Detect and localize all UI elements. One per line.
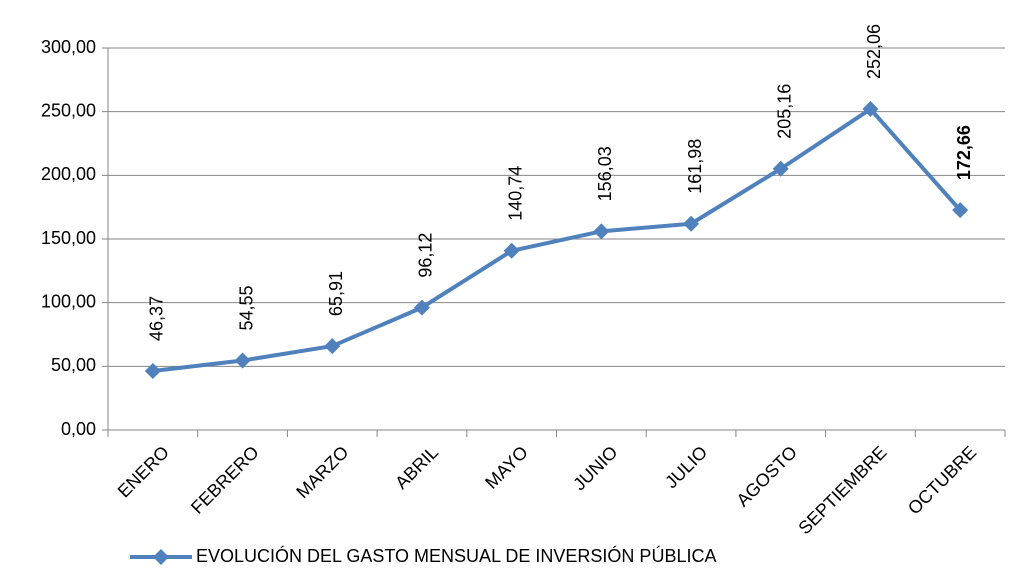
marker bbox=[144, 362, 161, 379]
y-tick-label: 250,00 bbox=[41, 100, 96, 120]
y-tick-label: 50,00 bbox=[51, 355, 96, 375]
y-tick-label: 100,00 bbox=[41, 291, 96, 311]
x-tick-label: ENERO bbox=[114, 442, 173, 501]
marker bbox=[503, 242, 520, 259]
y-tick-label: 200,00 bbox=[41, 164, 96, 184]
x-tick-label: MARZO bbox=[292, 442, 352, 502]
x-tick-label: AGOSTO bbox=[733, 442, 801, 510]
data-label: 252,06 bbox=[864, 24, 884, 79]
marker bbox=[593, 223, 610, 240]
data-label: 96,12 bbox=[416, 233, 436, 278]
x-tick-label: JUNIO bbox=[569, 442, 621, 494]
marker bbox=[952, 202, 969, 219]
data-label: 205,16 bbox=[775, 84, 795, 139]
data-label: 172,66 bbox=[954, 125, 974, 180]
x-tick-label: SEPTIEMBRE bbox=[794, 442, 890, 538]
x-tick-label: ABRIL bbox=[391, 442, 442, 493]
marker bbox=[862, 101, 879, 118]
data-label: 46,37 bbox=[147, 296, 167, 341]
x-tick-label: MAYO bbox=[481, 442, 532, 493]
data-label: 161,98 bbox=[685, 139, 705, 194]
x-tick-label: FEBRERO bbox=[187, 442, 263, 518]
x-tick-label: JULIO bbox=[661, 442, 711, 492]
marker bbox=[413, 299, 430, 316]
marker bbox=[234, 352, 251, 369]
marker bbox=[324, 338, 341, 355]
marker bbox=[683, 215, 700, 232]
data-label: 54,55 bbox=[236, 285, 256, 330]
legend-marker bbox=[153, 549, 169, 565]
x-tick-label: OCTUBRE bbox=[904, 442, 980, 518]
y-tick-label: 300,00 bbox=[41, 37, 96, 57]
data-label: 156,03 bbox=[595, 146, 615, 201]
legend-label: EVOLUCIÓN DEL GASTO MENSUAL DE INVERSIÓN… bbox=[196, 545, 716, 566]
y-tick-label: 0,00 bbox=[61, 419, 96, 439]
data-label: 140,74 bbox=[505, 166, 525, 221]
series-line bbox=[152, 107, 962, 373]
data-label: 65,91 bbox=[326, 271, 346, 316]
y-tick-label: 150,00 bbox=[41, 228, 96, 248]
marker bbox=[772, 160, 789, 177]
